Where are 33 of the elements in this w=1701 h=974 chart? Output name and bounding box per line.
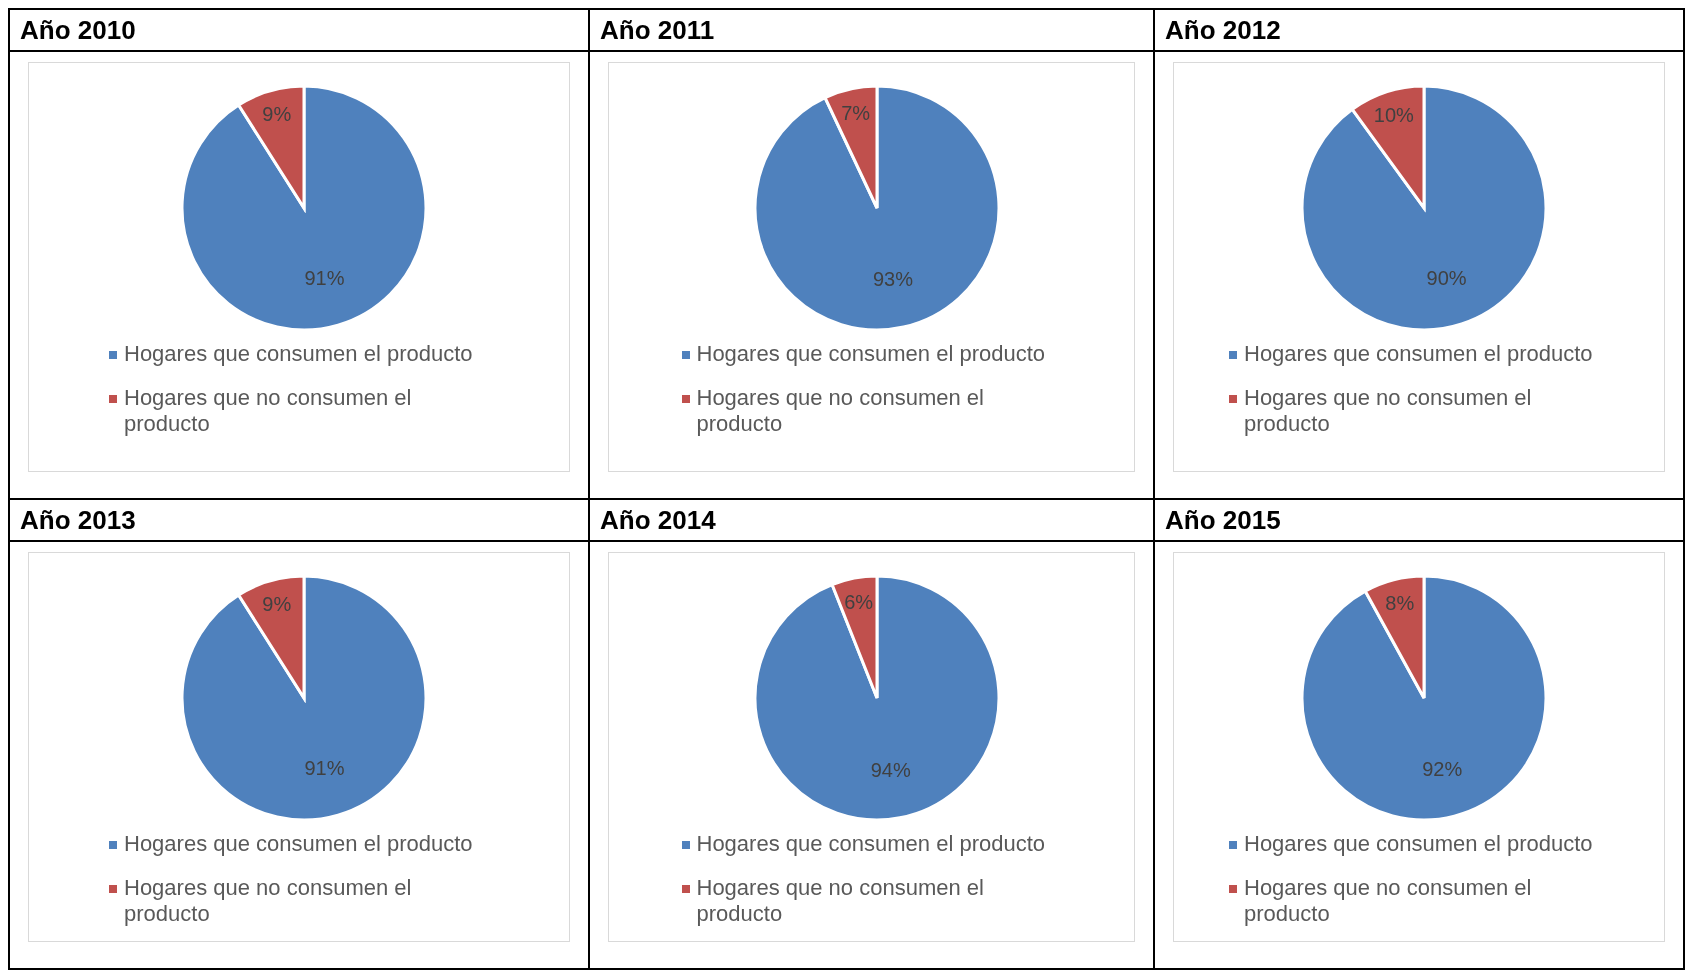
legend-label: Hogares que no consumen el producto <box>124 385 413 437</box>
data-label: 10% <box>1373 104 1415 127</box>
legend-label: Hogares que consumen el producto <box>124 341 473 367</box>
chart-title: Año 2014 <box>590 500 1153 542</box>
data-label: 92% <box>1422 757 1463 780</box>
legend-label: Hogares que consumen el producto <box>696 831 1046 857</box>
data-label: 90% <box>1426 266 1467 289</box>
data-label: 7% <box>840 101 870 124</box>
legend-label: Hogares que no consumen el producto <box>124 875 413 927</box>
legend-label: Hogares que no consumen el producto <box>1244 385 1533 437</box>
legend-label: Hogares que consumen el producto <box>1244 831 1593 857</box>
legend-label: Hogares que consumen el producto <box>124 831 473 857</box>
data-label: 91% <box>304 267 345 290</box>
legend-label: Hogares que consumen el producto <box>1244 341 1593 367</box>
pie-slice <box>753 574 1000 822</box>
data-label: 8% <box>1385 592 1415 615</box>
chart-title: Año 2011 <box>590 10 1153 52</box>
data-label: 9% <box>262 103 292 126</box>
legend-label: Hogares que no consumen el producto <box>696 385 985 437</box>
data-label: 6% <box>843 591 873 614</box>
legend-label: Hogares que consumen el producto <box>696 341 1046 367</box>
legend-label: Hogares que no consumen el producto <box>1244 875 1533 927</box>
chart-title: Año 2015 <box>1155 500 1683 542</box>
pie-slice <box>1300 574 1548 822</box>
data-label: 9% <box>262 593 292 616</box>
chart-title: Año 2013 <box>10 500 588 542</box>
chart-title: Año 2010 <box>10 10 588 52</box>
pie-slice <box>753 84 1000 332</box>
data-label: 91% <box>304 757 345 780</box>
legend-label: Hogares que no consumen el producto <box>696 875 985 927</box>
chart-title: Año 2012 <box>1155 10 1683 52</box>
data-label: 93% <box>872 268 913 291</box>
data-label: 94% <box>870 758 911 781</box>
